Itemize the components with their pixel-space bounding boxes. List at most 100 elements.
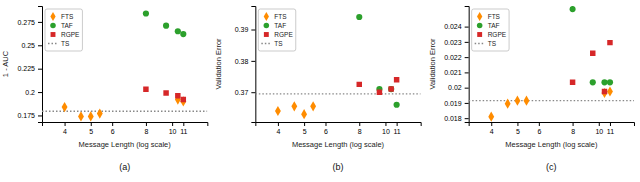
- legend-swatch: [264, 23, 270, 29]
- tick-mark: [251, 61, 255, 62]
- tick: 0.019: [444, 100, 469, 107]
- legend-swatch: [51, 32, 56, 37]
- legend-box: [45, 9, 82, 51]
- tick-label: 11: [607, 128, 614, 135]
- panel: 456810110.0180.0190.020.0210.0220.0230.0…: [428, 6, 635, 172]
- tick-label: 5: [89, 128, 93, 135]
- tick-label: 0.275: [17, 19, 35, 26]
- point: [607, 79, 613, 85]
- legend-swatch: [477, 32, 482, 37]
- tick-label: 10: [382, 128, 390, 135]
- legend-swatch: [50, 23, 56, 29]
- point: [514, 96, 520, 106]
- point: [175, 28, 181, 34]
- tick-label: 11: [393, 128, 400, 135]
- point: [180, 31, 186, 37]
- x-axis: 4 5 6 8 1011: [43, 122, 208, 135]
- reference-line: [255, 93, 420, 94]
- tick-label: 0.021: [444, 69, 462, 76]
- panel: 456810110.370.380.39Message Length (log …: [214, 7, 421, 173]
- caption: (c): [546, 162, 557, 172]
- tick-mark: [465, 27, 469, 28]
- tick-mark: [146, 122, 147, 126]
- tick-label: 6: [324, 128, 328, 135]
- point: [394, 77, 399, 82]
- point: [143, 10, 149, 16]
- tick: 0.225: [17, 65, 42, 72]
- tick-mark: [610, 122, 611, 126]
- point: [357, 82, 362, 87]
- tick-mark: [517, 122, 518, 126]
- panel: 456810110.1750.20.2250.250.275Message Le…: [1, 7, 208, 173]
- axis-line: [469, 123, 634, 127]
- tick: 0.39: [235, 26, 256, 33]
- plot-area: [469, 6, 634, 122]
- tick: 0.37: [235, 89, 256, 96]
- point: [570, 6, 576, 12]
- legend-box: [472, 9, 509, 51]
- point: [291, 101, 297, 111]
- x-axis-title: Message Length (log scale): [292, 140, 385, 149]
- legend-label: TS: [61, 40, 70, 47]
- tick-mark: [573, 122, 574, 126]
- tick-mark: [359, 122, 360, 126]
- tick-mark: [539, 122, 540, 126]
- point: [570, 80, 575, 85]
- tick-label: 0.37: [235, 89, 249, 96]
- tick-label: 6: [111, 128, 115, 135]
- tick-mark: [91, 122, 92, 126]
- point: [310, 101, 316, 111]
- tick-mark: [465, 72, 469, 73]
- tick: 0.38: [235, 58, 256, 65]
- tick-mark: [465, 42, 469, 43]
- point: [601, 79, 607, 85]
- point: [394, 102, 400, 108]
- tick: 5: [303, 122, 307, 135]
- x-axis-title: Message Length (log scale): [505, 140, 598, 149]
- axis-line: [38, 7, 43, 123]
- tick-mark: [278, 122, 279, 126]
- legend-swatch: [477, 12, 482, 21]
- tick-mark: [397, 122, 398, 126]
- tick: 4: [490, 122, 494, 135]
- tick-mark: [38, 22, 42, 23]
- plot-area: [42, 10, 207, 121]
- legend-label: TAF: [61, 22, 73, 29]
- tick: 10: [595, 122, 603, 135]
- tick-label: 0.023: [444, 39, 462, 46]
- tick-label: 8: [358, 128, 362, 135]
- tick-label: 0.018: [444, 115, 462, 122]
- tick: 5: [516, 122, 520, 135]
- tick-label: 4: [63, 128, 67, 135]
- tick-mark: [251, 92, 255, 93]
- tick: 0.021: [444, 69, 469, 76]
- tick: 8: [144, 122, 148, 135]
- point: [590, 79, 596, 85]
- tick-mark: [304, 122, 305, 126]
- y-axis-title: Validation Error: [428, 38, 437, 90]
- legend-swatch: [264, 32, 269, 37]
- point: [607, 40, 612, 45]
- tick: 11: [180, 122, 187, 135]
- axis-line: [251, 7, 256, 123]
- tick-mark: [491, 122, 492, 126]
- tick-mark: [172, 122, 173, 126]
- point: [301, 109, 307, 119]
- tick-label: 0.019: [444, 100, 462, 107]
- tick-mark: [385, 122, 386, 126]
- x-axis-title: Message Length (log scale): [79, 140, 172, 149]
- tick-mark: [38, 45, 42, 46]
- point: [524, 96, 530, 106]
- tick-label: 0.38: [235, 58, 249, 65]
- tick: 0.2: [25, 89, 42, 96]
- tick: 10: [169, 122, 177, 135]
- point: [143, 87, 148, 92]
- point: [388, 86, 393, 91]
- point: [180, 96, 186, 106]
- point: [78, 111, 84, 121]
- tick-label: 4: [490, 128, 494, 135]
- tick-label: 0.022: [444, 54, 462, 61]
- tick-mark: [251, 30, 255, 31]
- legend-label: TAF: [488, 22, 500, 29]
- tick-mark: [112, 122, 113, 126]
